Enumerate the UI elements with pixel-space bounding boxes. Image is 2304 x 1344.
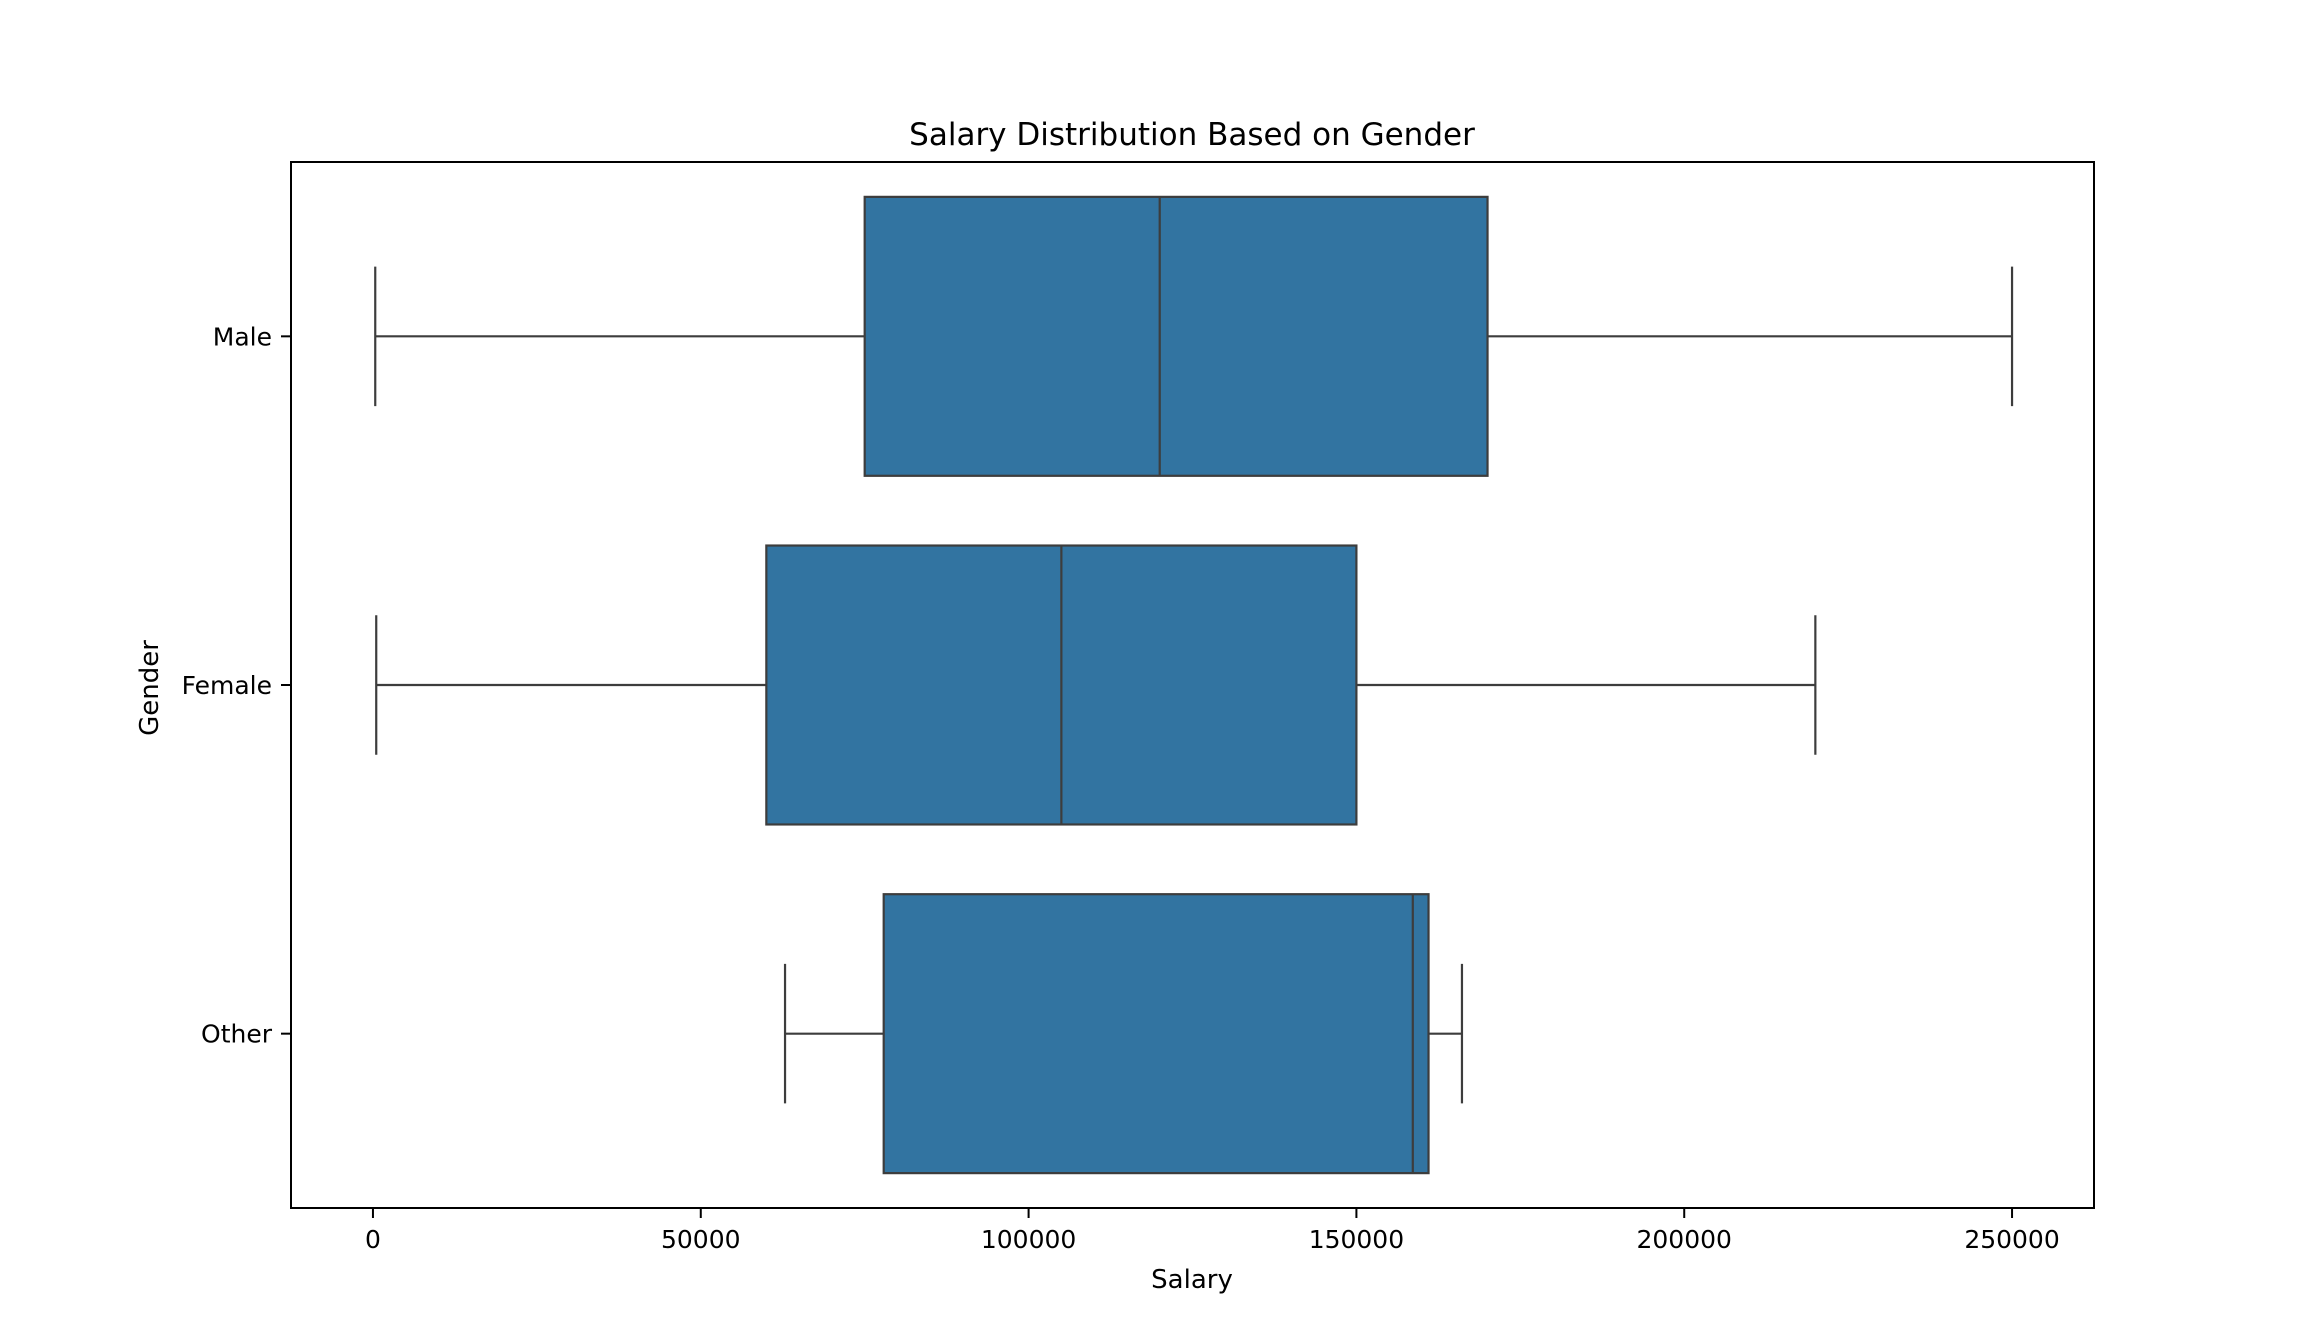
box-female bbox=[375, 544, 1817, 826]
box-other bbox=[783, 893, 1464, 1175]
box-male bbox=[374, 195, 2014, 477]
x-tick-label: 200000 bbox=[1637, 1225, 1732, 1254]
x-axis: 0 50000 100000 150000 200000 250000 bbox=[365, 1208, 2060, 1254]
y-tick-label: Male bbox=[213, 322, 272, 351]
y-tick-label: Other bbox=[201, 1020, 273, 1049]
x-axis-label: Salary bbox=[1151, 1265, 1233, 1295]
x-tick-label: 150000 bbox=[1309, 1225, 1404, 1254]
iqr-box bbox=[882, 893, 1430, 1175]
x-tick-label: 50000 bbox=[661, 1225, 741, 1254]
y-axis-label: Gender bbox=[135, 640, 165, 736]
iqr-box bbox=[863, 195, 1489, 477]
plot-area bbox=[374, 195, 2014, 1175]
x-tick-label: 250000 bbox=[1964, 1225, 2059, 1254]
chart-title: Salary Distribution Based on Gender bbox=[909, 117, 1475, 153]
axes-frame bbox=[290, 161, 2095, 1209]
x-tick-label: 100000 bbox=[981, 1225, 1076, 1254]
y-axis: Male Female Other bbox=[182, 322, 291, 1049]
x-tick-label: 0 bbox=[365, 1225, 381, 1254]
y-tick-label: Female bbox=[182, 671, 272, 700]
